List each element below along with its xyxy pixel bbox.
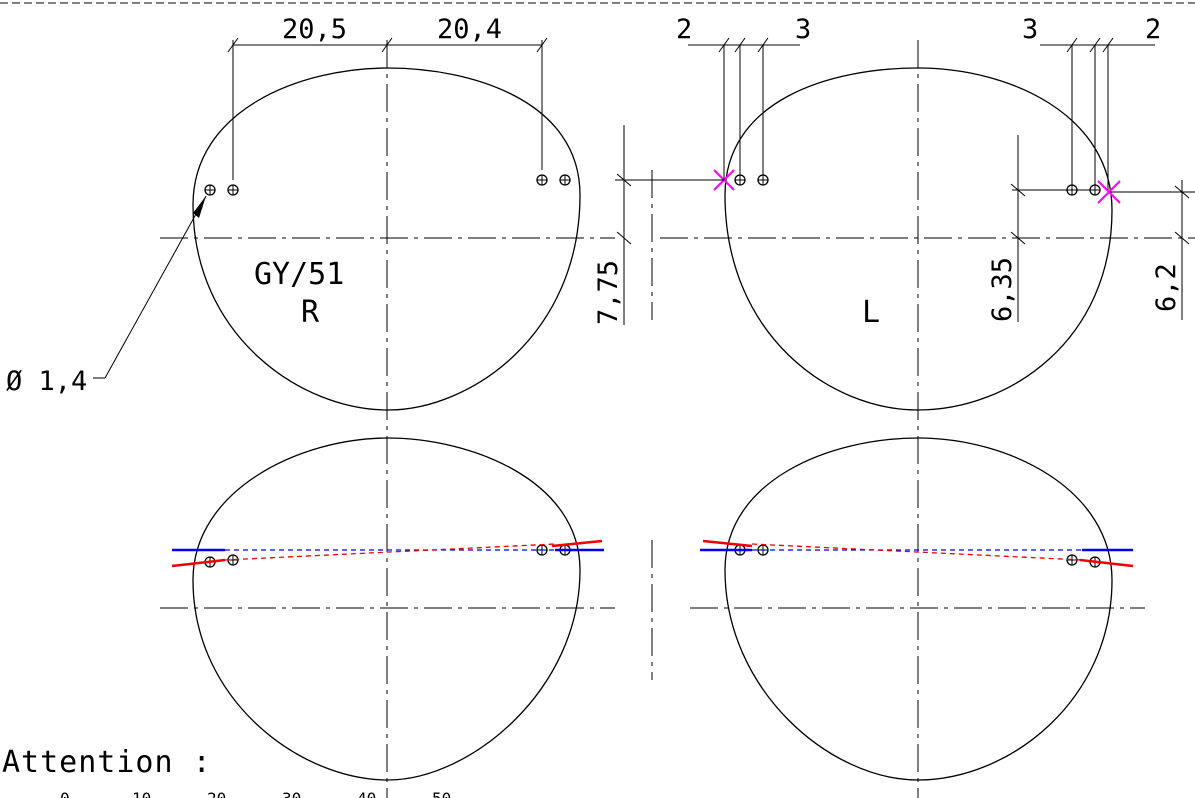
- height-dimension-nasal: [615, 125, 724, 325]
- dim-3-nasal: 3: [795, 14, 811, 45]
- drill-hole: [227, 184, 239, 196]
- right-lens-holes-top: [204, 174, 571, 196]
- scale-tick-label: 20: [207, 789, 226, 798]
- scale-tick-label: 40: [357, 789, 376, 798]
- right-lens-level-lines: [171, 539, 604, 568]
- edge-marker-temporal: [1097, 180, 1121, 204]
- scale-ruler: 0 10 20 30 40 50: [60, 789, 451, 798]
- right-lens-outline-top: [192, 67, 581, 411]
- left-lens-nasal-hole-dimension: [688, 37, 800, 180]
- height-dimension-temporal-outer: [1110, 180, 1195, 320]
- dim-2-nasal: 2: [676, 14, 692, 45]
- drill-hole: [1066, 554, 1078, 566]
- dim-2-temporal: 2: [1145, 14, 1161, 45]
- hole-diameter-leader: [93, 195, 207, 379]
- drill-hole: [204, 184, 216, 196]
- left-lens-level-lines: [700, 539, 1134, 568]
- drill-hole: [536, 174, 548, 186]
- dim-6-2: 6,2: [1151, 263, 1182, 312]
- dim-20-4: 20,4: [437, 14, 502, 45]
- right-lens-width-dimension: [227, 37, 548, 180]
- left-lens-outline-bottom: [724, 437, 1113, 781]
- right-lens-code: GY/51: [254, 257, 344, 292]
- drill-hole: [734, 174, 746, 186]
- drill-hole: [757, 174, 769, 186]
- drill-hole: [559, 174, 571, 186]
- dim-7-75: 7,75: [593, 260, 624, 325]
- height-dimension-temporal-inner: [1010, 135, 1095, 322]
- right-lens-outline-bottom: [192, 437, 581, 781]
- dim-3-temporal: 3: [1022, 14, 1038, 45]
- scale-tick-label: 10: [132, 789, 151, 798]
- right-lens-side: R: [301, 295, 320, 330]
- dim-6-35: 6,35: [987, 257, 1018, 322]
- dim-20-5: 20,5: [282, 14, 347, 45]
- left-lens-side: L: [862, 295, 880, 330]
- left-lens-temporal-hole-dimension: [1040, 37, 1155, 190]
- attention-label: Attention :: [2, 745, 212, 780]
- scale-tick-label: 0: [60, 789, 70, 798]
- scale-tick-label: 30: [282, 789, 301, 798]
- scale-tick-label: 50: [432, 789, 451, 798]
- hole-diameter-label: Ø 1,4: [6, 366, 87, 397]
